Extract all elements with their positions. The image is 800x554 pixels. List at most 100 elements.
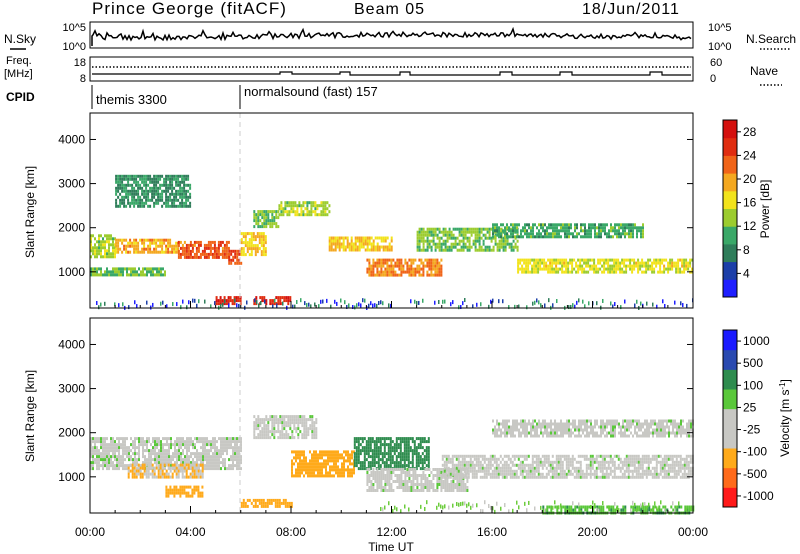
heatmap-cell	[476, 248, 479, 252]
heatmap-cell	[432, 483, 435, 486]
heatmap-cell	[219, 243, 222, 247]
heatmap-cell	[166, 455, 168, 459]
heatmap-cell	[347, 474, 349, 478]
heatmap-cell	[155, 238, 158, 242]
heatmap-cell	[253, 430, 256, 434]
heatmap-cell	[674, 300, 676, 305]
heatmap-cell	[364, 239, 367, 243]
heatmap-cell	[279, 302, 282, 306]
heatmap-cell	[511, 472, 514, 476]
heatmap-cell	[180, 437, 182, 441]
heatmap-cell	[135, 180, 138, 184]
heatmap-cell	[514, 242, 517, 246]
heatmap-cell	[135, 201, 138, 205]
heatmap-cell	[506, 232, 508, 236]
heatmap-cell	[620, 232, 622, 236]
heatmap-cell	[391, 455, 394, 459]
heatmap-cell	[442, 471, 445, 474]
heatmap-cell	[214, 452, 216, 456]
heatmap-cell	[130, 267, 132, 271]
heatmap-cell	[126, 267, 128, 271]
heatmap-cell	[626, 226, 628, 230]
heatmap-cell	[146, 443, 148, 447]
heatmap-cell	[471, 460, 474, 464]
heatmap-cell	[187, 174, 190, 178]
heatmap-cell	[537, 463, 540, 467]
heatmap-cell	[317, 465, 319, 469]
heatmap-cell	[579, 267, 582, 271]
heatmap-cell	[220, 455, 222, 459]
heatmap-cell	[159, 195, 162, 199]
heatmap-cell	[405, 464, 408, 468]
heatmap-cell	[640, 232, 642, 236]
heatmap-cell	[334, 245, 337, 249]
heatmap-cell	[459, 454, 462, 458]
heatmap-cell	[505, 454, 508, 458]
heatmap-cell	[303, 433, 306, 437]
heatmap-cell	[675, 270, 678, 274]
heatmap-cell	[222, 458, 224, 462]
heatmap-cell	[442, 468, 445, 471]
heatmap-cell	[98, 437, 100, 441]
heatmap-cell	[104, 255, 106, 259]
heatmap-cell	[147, 472, 150, 476]
heatmap-cell	[631, 267, 634, 271]
heatmap-cell	[142, 449, 144, 453]
heatmap-cell	[323, 459, 325, 463]
heatmap-cell	[390, 303, 392, 308]
heatmap-cell	[121, 201, 124, 205]
heatmap-cell	[618, 223, 620, 227]
heatmap-cell	[428, 230, 431, 234]
heatmap-cell	[413, 449, 416, 453]
heatmap-cell	[253, 427, 256, 431]
heatmap-cell	[157, 201, 160, 205]
heatmap-cell	[465, 472, 468, 476]
heatmap-cell	[382, 245, 385, 249]
heatmap-cell	[173, 247, 176, 251]
heatmap-cell	[564, 226, 566, 230]
heatmap-cell	[118, 452, 120, 456]
heatmap-cell	[177, 198, 180, 202]
heatmap-cell	[238, 449, 240, 453]
heatmap-cell	[122, 302, 124, 307]
heatmap-cell	[137, 189, 140, 193]
heatmap-cell	[493, 466, 496, 470]
heatmap-cell	[662, 299, 664, 304]
heatmap-cell	[159, 238, 162, 242]
heatmap-cell	[315, 462, 317, 466]
heatmap-cell	[139, 466, 142, 470]
heatmap-cell	[436, 242, 439, 246]
heatmap-cell	[681, 258, 684, 262]
heatmap-cell	[124, 437, 126, 441]
heatmap-cell	[173, 494, 176, 498]
heatmap-cell	[484, 248, 487, 252]
heatmap-cell	[659, 258, 662, 262]
heatmap-cell	[361, 437, 364, 441]
heatmap-cell	[162, 458, 164, 462]
heatmap-cell	[430, 270, 433, 274]
heatmap-cell	[259, 424, 262, 428]
heatmap-cell	[594, 223, 596, 227]
heatmap-cell	[652, 302, 654, 307]
heatmap-cell	[428, 227, 431, 231]
heatmap-cell	[527, 472, 530, 476]
cpid-segment-1: themis 3300	[96, 92, 167, 107]
heatmap-cell	[418, 230, 421, 234]
heatmap-cell	[540, 226, 542, 230]
heatmap-cell	[541, 460, 544, 464]
heatmap-cell	[357, 443, 360, 447]
heatmap-cell	[261, 216, 264, 220]
heatmap-cell	[146, 270, 148, 274]
heatmap-cell	[192, 452, 194, 456]
heatmap-cell	[425, 440, 428, 444]
heatmap-cell	[143, 204, 146, 208]
heatmap-cell	[448, 236, 451, 240]
heatmap-cell	[500, 230, 503, 234]
heatmap-cell	[420, 239, 423, 243]
heatmap-cell	[309, 424, 312, 428]
heatmap-cell	[416, 248, 419, 252]
heatmap-cell	[262, 247, 265, 251]
heatmap-cell	[563, 469, 566, 473]
heatmap-cell	[466, 230, 469, 234]
heatmap-cell	[112, 464, 114, 468]
